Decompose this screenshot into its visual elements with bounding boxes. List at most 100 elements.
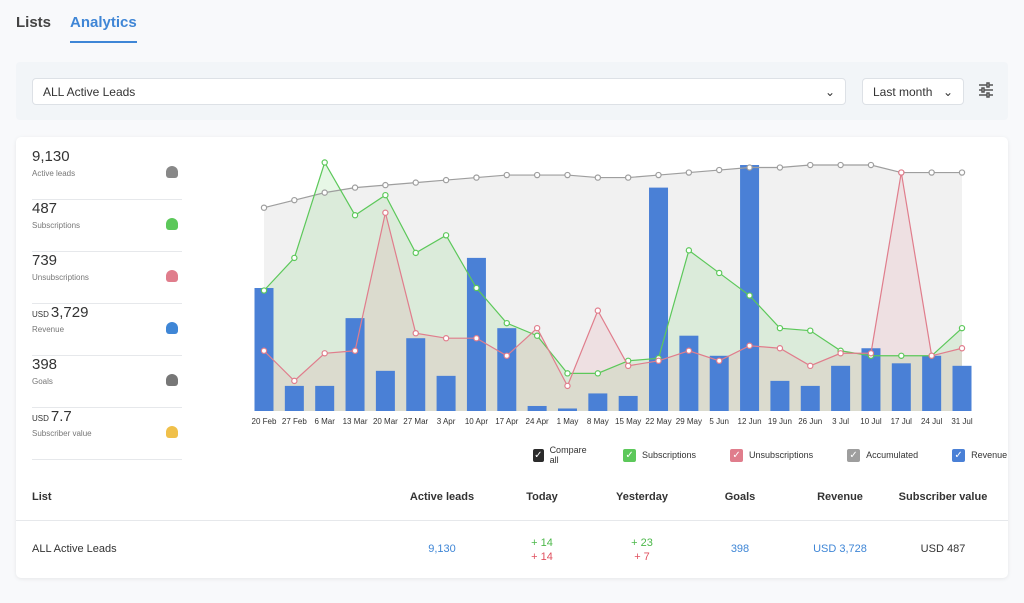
point (382, 209, 389, 216)
point (351, 212, 359, 219)
point (473, 284, 480, 292)
column-header: Yesterday (616, 491, 668, 503)
bar (891, 363, 911, 411)
stat-label: Subscriber value (32, 429, 92, 438)
column-header: Today (526, 491, 558, 503)
point (321, 189, 328, 196)
point (412, 329, 419, 337)
point (624, 174, 632, 181)
point (351, 347, 359, 354)
point (533, 324, 541, 332)
legend-box: ✓ (847, 448, 861, 462)
bar (345, 318, 365, 411)
point (837, 350, 844, 357)
point (928, 352, 935, 359)
cell: 398 (730, 543, 750, 555)
area (264, 165, 962, 411)
stat: 487 Subscriptions (32, 200, 182, 252)
point (533, 171, 541, 179)
bar (466, 257, 486, 411)
bar (315, 385, 335, 411)
legend-box: ✓ (623, 448, 637, 462)
point (807, 161, 814, 169)
stat: USD 7.7 Subscriber value (32, 408, 182, 460)
point (716, 357, 723, 364)
point (382, 191, 389, 199)
x-tick-label: 17 Apr (495, 417, 518, 426)
x-tick-label: 5 Jun (709, 417, 729, 426)
point (958, 169, 966, 176)
bar (406, 338, 426, 411)
stat: 9,130 Active leads (32, 148, 182, 200)
legend-item: ✓ Unsubscriptions (730, 448, 814, 462)
delta-up: + 14 (531, 537, 553, 549)
column-header: List (32, 491, 52, 503)
point (564, 382, 571, 390)
delta-cell: + 14 + 14 (482, 536, 602, 564)
point (776, 164, 784, 171)
settings-icon[interactable] (978, 82, 994, 98)
point (685, 169, 693, 176)
point (503, 352, 510, 359)
cell: USD 487 (920, 543, 966, 555)
cell: ALL Active Leads (32, 543, 117, 555)
stat-label: Revenue (32, 325, 65, 334)
delta-up: + 23 (631, 537, 653, 549)
stat-value: 487 (32, 200, 58, 217)
stat-icon (166, 166, 178, 178)
bar (861, 348, 881, 411)
point (807, 327, 814, 334)
point (291, 377, 298, 385)
point (776, 345, 784, 352)
stat-value: 739 (32, 252, 58, 269)
legend-item: ✓ Compare all (533, 445, 589, 465)
bar (709, 355, 729, 411)
bar (740, 165, 760, 411)
column-header: Active leads (409, 491, 475, 503)
legend-label: Unsubscriptions (749, 450, 814, 460)
point (442, 335, 450, 342)
area (264, 172, 962, 411)
point (260, 204, 268, 211)
tab-active[interactable]: Analytics (70, 14, 137, 43)
legend-box: ✓ (730, 448, 744, 462)
delta-down: + 14 (531, 551, 553, 563)
x-tick-label: 10 Jul (860, 417, 882, 426)
point (746, 164, 753, 171)
stat-label: Active leads (32, 169, 76, 178)
bar (436, 375, 456, 411)
x-tick-label: 31 Jul (951, 417, 973, 426)
legend-label: Subscriptions (642, 450, 697, 460)
stat-label: Subscriptions (32, 221, 81, 230)
point (594, 370, 602, 377)
legend-box: ✓ (533, 448, 544, 462)
legend-label: Accumulated (866, 450, 919, 460)
x-tick-label: 24 Apr (526, 417, 549, 426)
stat-icon (166, 270, 178, 282)
x-tick-label: 10 Apr (465, 417, 488, 426)
bar (588, 393, 608, 411)
bar (375, 370, 395, 411)
stat-prefix: USD (32, 414, 49, 423)
x-tick-label: 12 Jun (738, 417, 762, 426)
segment-select[interactable]: ALL Active Leads ⌄ (32, 78, 846, 105)
chevron: ⌄ (824, 85, 835, 99)
column-header: Revenue (817, 491, 863, 503)
line (263, 164, 962, 209)
bar (557, 408, 577, 411)
tab[interactable]: Lists (16, 14, 52, 31)
period-select[interactable]: Last month ⌄ (862, 78, 964, 105)
x-tick-label: 26 Jun (798, 417, 822, 426)
point (473, 174, 480, 181)
point (898, 169, 905, 176)
legend-label: Revenue (971, 450, 1008, 460)
stat-label: Goals (32, 377, 53, 386)
x-tick-label: 24 Jul (921, 417, 943, 426)
point (412, 249, 419, 257)
period: Last month (873, 85, 933, 99)
point (473, 335, 480, 342)
x-tick-label: 15 May (615, 417, 641, 426)
stat-icon (166, 426, 178, 438)
stat-value: 7.7 (50, 408, 72, 425)
